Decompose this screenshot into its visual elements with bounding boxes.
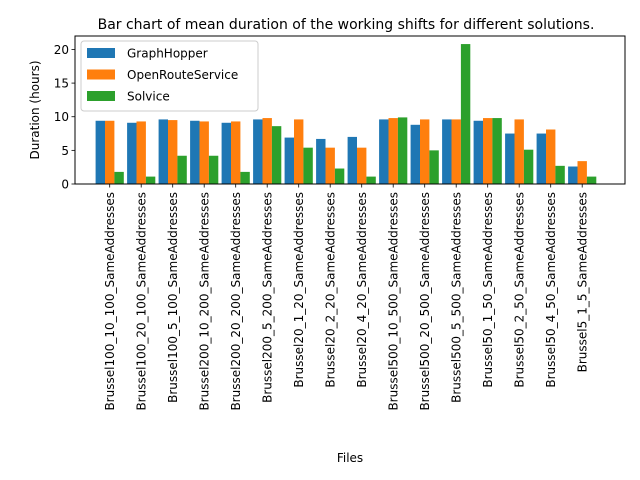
bar-openrouteservice-13 (514, 119, 524, 184)
bar-openrouteservice-1 (136, 121, 146, 184)
bar-graphhopper-8 (347, 136, 357, 184)
bar-solvice-10 (429, 150, 439, 184)
x-tick-label: Brussel20_2_20_SameAddresses (324, 192, 338, 388)
bar-graphhopper-7 (316, 138, 326, 184)
bar-solvice-2 (177, 155, 187, 184)
bar-openrouteservice-12 (483, 118, 493, 184)
bar-graphhopper-11 (442, 119, 452, 184)
bar-openrouteservice-6 (294, 119, 304, 184)
x-tick-label: Brussel500_20_500_SameAddresses (418, 192, 432, 411)
bar-solvice-3 (208, 155, 219, 184)
x-axis-label: Files (337, 451, 363, 465)
bar-solvice-15 (586, 176, 597, 184)
bar-openrouteservice-10 (420, 119, 430, 184)
bar-openrouteservice-4 (231, 121, 241, 184)
bar-solvice-9 (397, 117, 408, 184)
bar-solvice-7 (334, 168, 345, 184)
bar-openrouteservice-11 (451, 119, 461, 184)
bar-openrouteservice-8 (357, 147, 367, 184)
bar-openrouteservice-15 (577, 161, 587, 184)
bar-solvice-14 (555, 165, 565, 184)
x-tick-label: Brussel200_5_200_SameAddresses (261, 192, 275, 403)
bar-solvice-0 (114, 171, 124, 184)
bar-graphhopper-2 (158, 119, 168, 184)
chart-title: Bar chart of mean duration of the workin… (98, 17, 595, 33)
x-tick-label: Brussel200_10_200_SameAddresses (198, 192, 212, 411)
legend-swatch-graphhopper (87, 48, 115, 58)
bar-solvice-8 (366, 176, 376, 184)
bar-openrouteservice-5 (262, 118, 272, 184)
bar-graphhopper-1 (127, 122, 137, 184)
legend-swatch-solvice (87, 91, 115, 101)
x-tick-label: Brussel50_4_50_SameAddresses (544, 192, 558, 388)
bar-graphhopper-13 (505, 133, 515, 184)
bar-graphhopper-15 (568, 166, 578, 184)
bar-solvice-12 (492, 118, 502, 184)
y-axis: 0 5 10 15 20 (54, 43, 75, 192)
y-tick-label: 20 (54, 43, 69, 57)
bar-graphhopper-12 (473, 120, 483, 184)
x-tick-label: Brussel20_1_20_SameAddresses (292, 192, 306, 388)
legend-box (80, 40, 259, 112)
bar-graphhopper-3 (190, 120, 200, 184)
bar-graphhopper-14 (536, 133, 546, 184)
x-tick-label: Brussel20_4_20_SameAddresses (355, 192, 369, 388)
bar-openrouteservice-2 (168, 120, 178, 184)
bar-openrouteservice-3 (199, 121, 209, 184)
y-tick-label: 10 (54, 110, 69, 124)
x-tick-label: Brussel500_10_500_SameAddresses (387, 192, 401, 411)
bar-graphhopper-9 (379, 119, 389, 184)
legend-swatch-openrouteservice (87, 69, 115, 80)
x-tick-label: Brussel100_10_100_SameAddresses (103, 192, 117, 411)
bar-graphhopper-6 (284, 137, 294, 184)
plot-frame (74, 35, 626, 185)
bar-solvice-1 (145, 176, 156, 184)
x-tick-label: Brussel100_5_100_SameAddresses (166, 192, 180, 403)
bar-openrouteservice-14 (546, 129, 556, 184)
bar-openrouteservice-0 (105, 120, 115, 184)
bar-graphhopper-5 (253, 119, 263, 184)
bar-solvice-5 (271, 126, 282, 184)
bar-graphhopper-10 (410, 124, 420, 184)
y-tick-label: 0 (61, 178, 69, 192)
x-tick-label: Brussel500_5_500_SameAddresses (450, 192, 464, 403)
y-tick-label: 15 (54, 77, 69, 91)
bar-openrouteservice-7 (325, 147, 335, 184)
bar-solvice-4 (240, 171, 250, 184)
bars-group (95, 44, 597, 184)
bar-solvice-13 (523, 149, 534, 184)
bar-solvice-11 (460, 44, 471, 184)
legend-label-openrouteservice: OpenRouteService (127, 68, 238, 82)
x-tick-label: Brussel50_2_50_SameAddresses (513, 192, 527, 388)
bar-graphhopper-0 (95, 120, 105, 184)
bar-solvice-6 (303, 147, 313, 184)
legend-label-graphhopper: GraphHopper (127, 47, 208, 61)
bar-openrouteservice-9 (388, 118, 398, 184)
x-tick-label: Brussel100_20_100_SameAddresses (135, 192, 149, 411)
x-tick-label: Brussel5_1_5_SameAddresses (576, 192, 590, 372)
x-tick-label: Brussel50_1_50_SameAddresses (481, 192, 495, 388)
y-tick-label: 5 (61, 144, 69, 158)
bar-graphhopper-4 (221, 122, 231, 184)
x-tick-label: Brussel200_20_200_SameAddresses (229, 192, 243, 411)
legend: GraphHopper OpenRouteService Solvice (80, 40, 259, 112)
x-axis: Brussel100_10_100_SameAddresses Brussel10… (103, 184, 590, 411)
y-axis-label: Duration (hours) (28, 60, 42, 159)
legend-label-solvice: Solvice (127, 90, 170, 104)
